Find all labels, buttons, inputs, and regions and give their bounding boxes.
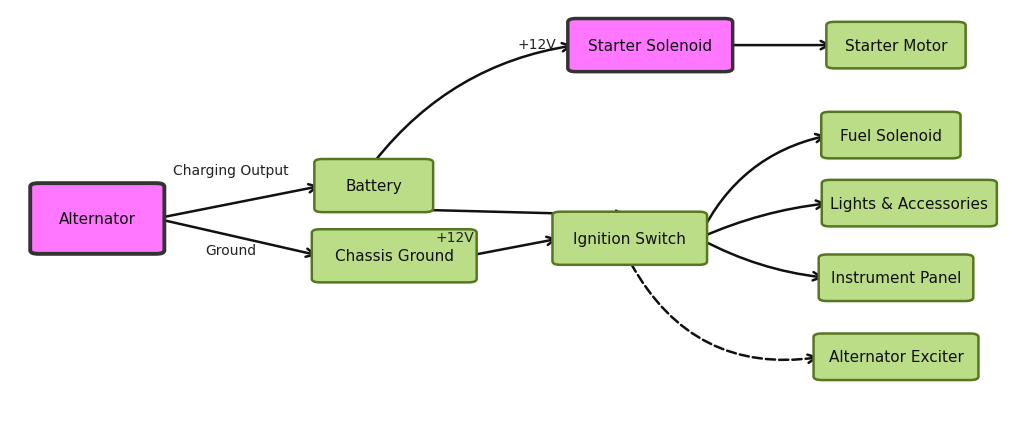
FancyBboxPatch shape xyxy=(311,230,476,283)
Text: Alternator Exciter: Alternator Exciter xyxy=(828,350,964,364)
Text: +12V: +12V xyxy=(435,231,474,245)
FancyBboxPatch shape xyxy=(553,212,707,265)
FancyBboxPatch shape xyxy=(567,19,733,72)
Text: Fuel Solenoid: Fuel Solenoid xyxy=(840,128,942,143)
FancyBboxPatch shape xyxy=(826,23,966,69)
FancyBboxPatch shape xyxy=(813,334,979,380)
Text: +12V: +12V xyxy=(517,38,556,52)
Text: Ground: Ground xyxy=(205,243,256,257)
Text: Lights & Accessories: Lights & Accessories xyxy=(830,196,988,211)
Text: Starter Motor: Starter Motor xyxy=(845,39,947,53)
FancyBboxPatch shape xyxy=(821,180,997,227)
Text: Starter Solenoid: Starter Solenoid xyxy=(588,39,713,53)
Text: Battery: Battery xyxy=(345,179,402,194)
FancyBboxPatch shape xyxy=(821,113,961,159)
FancyBboxPatch shape xyxy=(819,255,973,301)
Text: Alternator: Alternator xyxy=(58,212,136,226)
FancyBboxPatch shape xyxy=(314,159,433,213)
Text: Instrument Panel: Instrument Panel xyxy=(830,271,962,286)
Text: Chassis Ground: Chassis Ground xyxy=(335,249,454,264)
Text: Charging Output: Charging Output xyxy=(173,163,288,177)
FancyBboxPatch shape xyxy=(31,184,164,254)
Text: Ignition Switch: Ignition Switch xyxy=(573,231,686,246)
